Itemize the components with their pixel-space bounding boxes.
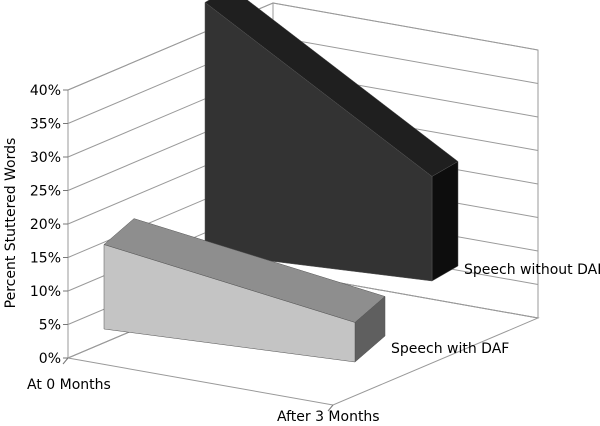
series-label-speech-with-daf: Speech with DAF xyxy=(391,341,509,357)
series-label-speech-without-daf: Speech without DAF xyxy=(464,262,600,278)
y-tick-label: 20% xyxy=(30,217,61,233)
y-tick-label: 40% xyxy=(30,83,61,99)
y-axis-title: Percent Stuttered Words xyxy=(3,138,19,309)
y-tick-label: 25% xyxy=(30,184,61,200)
y-tick-label: 10% xyxy=(30,284,61,300)
series-speech-with-daf xyxy=(103,218,386,363)
category-label-1: After 3 Months xyxy=(277,409,380,425)
y-tick-label: 35% xyxy=(30,117,61,133)
gridline xyxy=(67,2,539,91)
y-tick-label: 0% xyxy=(39,351,61,367)
category-label-0: At 0 Months xyxy=(27,377,111,393)
x-tick-mark xyxy=(327,404,334,412)
band-without-daf-front xyxy=(204,1,433,282)
band-without-daf-side xyxy=(431,161,459,282)
x-tick-mark xyxy=(62,357,69,365)
y-tick-label: 15% xyxy=(30,251,61,267)
y-axis-ticks: 0% 5% 10% 15% 20% 25% 30% 35% 40% xyxy=(30,83,334,412)
band-with-daf-front xyxy=(103,244,356,363)
series-speech-without-daf xyxy=(204,0,459,282)
y-tick-label: 5% xyxy=(39,318,61,334)
y-tick-label: 30% xyxy=(30,150,61,166)
